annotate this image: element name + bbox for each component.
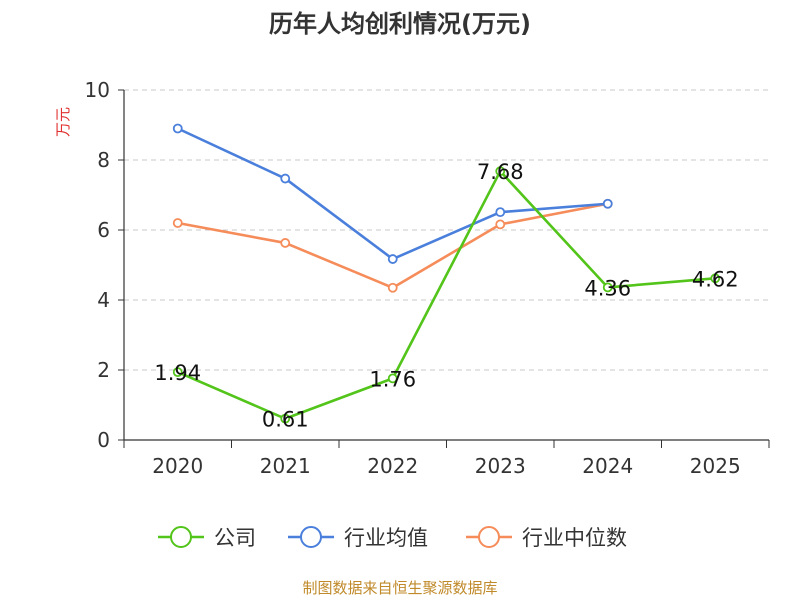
data-source-footer: 制图数据来自恒生聚源数据库 bbox=[302, 579, 498, 597]
chart-title: 历年人均创利情况(万元) bbox=[269, 10, 531, 38]
legend-marker bbox=[300, 526, 322, 548]
data-point bbox=[280, 173, 291, 184]
legend-item: 行业中位数 bbox=[466, 526, 627, 550]
y-axis-title: 万元 bbox=[54, 107, 72, 137]
y-tick-label: 8 bbox=[97, 148, 110, 172]
y-tick-label: 0 bbox=[97, 428, 110, 452]
legend-marker bbox=[170, 526, 192, 548]
x-tick-label: 2021 bbox=[260, 454, 311, 478]
y-tick-label: 6 bbox=[97, 218, 110, 242]
y-tick-label: 10 bbox=[85, 78, 110, 102]
data-point bbox=[280, 413, 291, 424]
data-point bbox=[602, 282, 613, 293]
x-tick-label: 2024 bbox=[582, 454, 633, 478]
data-label: 1.76 bbox=[369, 367, 416, 391]
legend-item: 公司 bbox=[158, 526, 256, 550]
data-point bbox=[495, 166, 506, 177]
x-tick-label: 2025 bbox=[690, 454, 741, 478]
series-line-1 bbox=[177, 127, 608, 261]
data-point bbox=[387, 282, 398, 293]
y-tick-label: 4 bbox=[97, 288, 110, 312]
data-point bbox=[710, 273, 721, 284]
data-label: 0.61 bbox=[262, 408, 309, 432]
x-tick-label: 2020 bbox=[152, 454, 203, 478]
data-point bbox=[495, 207, 506, 218]
data-label: 4.62 bbox=[692, 267, 739, 291]
data-point bbox=[387, 373, 398, 384]
data-point bbox=[602, 198, 613, 209]
data-point bbox=[172, 367, 183, 378]
data-point bbox=[280, 238, 291, 248]
legend-label: 公司 bbox=[214, 526, 256, 550]
data-point bbox=[172, 123, 183, 134]
data-point bbox=[172, 218, 183, 228]
x-tick-label: 2023 bbox=[475, 454, 526, 478]
data-point bbox=[387, 254, 398, 264]
legend-label: 行业均值 bbox=[344, 526, 428, 550]
legend-item: 行业均值 bbox=[288, 526, 428, 550]
data-label: 1.94 bbox=[154, 361, 201, 385]
data-label: 4.36 bbox=[584, 276, 631, 300]
data-label: 7.68 bbox=[477, 160, 524, 184]
legend-marker bbox=[478, 526, 500, 548]
series-line-0 bbox=[177, 169, 716, 420]
x-tick-label: 2022 bbox=[367, 454, 418, 478]
y-tick-label: 2 bbox=[97, 358, 110, 382]
data-point bbox=[495, 219, 506, 230]
legend-label: 行业中位数 bbox=[522, 526, 627, 550]
